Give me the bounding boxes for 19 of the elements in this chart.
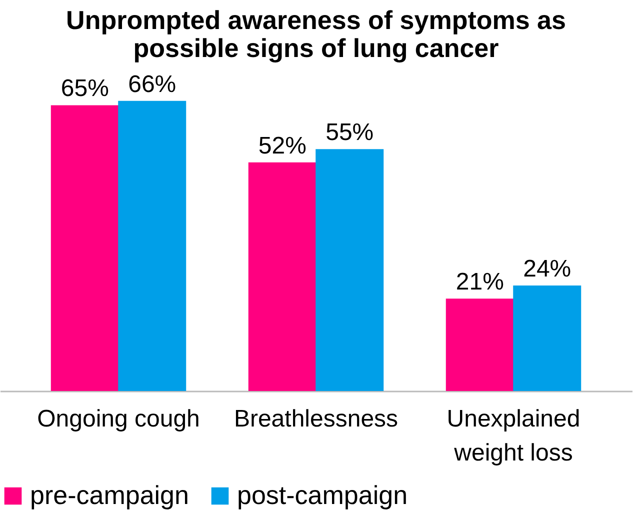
text: possible signs of lung cancer xyxy=(133,33,499,63)
data-label: 65% xyxy=(60,75,109,102)
data-label: 52% xyxy=(258,132,306,160)
legend-label: post-campaign xyxy=(237,480,408,510)
bar xyxy=(50,105,119,391)
bar xyxy=(248,162,316,391)
data-label: 55% xyxy=(326,119,374,146)
bar xyxy=(446,298,514,391)
bar xyxy=(118,100,186,391)
x-tick-label: Ongoing cough xyxy=(37,406,200,432)
x-tick-label: Breathlessness xyxy=(234,406,398,432)
data-label: 24% xyxy=(523,255,572,282)
data-label: 66% xyxy=(128,70,176,98)
data-label: 21% xyxy=(456,268,504,296)
bar xyxy=(316,149,384,391)
bar xyxy=(513,285,582,391)
text: Unprompted awareness of symptoms as xyxy=(66,5,566,35)
x-tick-label: Unexplained weight loss xyxy=(446,406,580,466)
legend-label: pre-campaign xyxy=(30,480,189,510)
